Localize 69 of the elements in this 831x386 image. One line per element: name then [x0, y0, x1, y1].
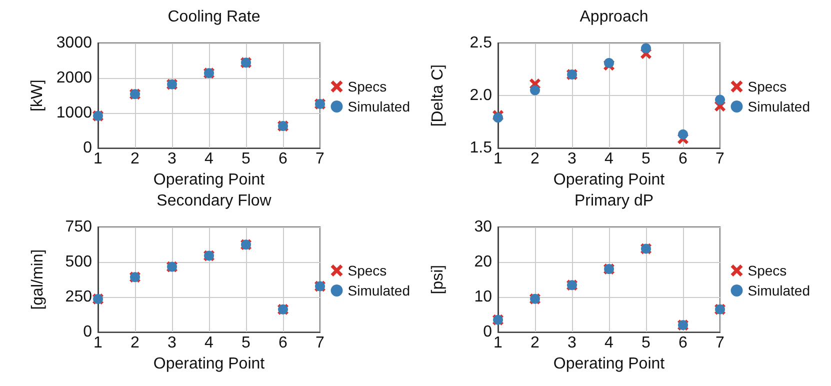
- legend-label: Specs: [748, 78, 787, 94]
- chart-title: Secondary Flow: [156, 192, 272, 210]
- y-tick-label: 750: [65, 218, 92, 236]
- y-tick-label: 0: [83, 324, 92, 341]
- x-tick-label: 3: [568, 334, 577, 352]
- x-tick-label: 4: [604, 150, 614, 168]
- chart-title: Primary dP: [574, 192, 654, 210]
- x-tick-label: 5: [642, 334, 651, 352]
- x-axis-title: Operating Point: [553, 356, 666, 372]
- point: [715, 94, 725, 105]
- x-tick-label: 5: [642, 150, 651, 168]
- point: [493, 112, 503, 123]
- x-tick-label: 4: [204, 334, 214, 352]
- x-tick-label: 2: [530, 334, 540, 352]
- x-tick-label: 6: [278, 150, 288, 168]
- legend-label: Simulated: [748, 98, 810, 114]
- x-tick-label: 1: [494, 334, 503, 352]
- y-axis-title: [kW]: [29, 80, 46, 112]
- legend-label: Specs: [348, 78, 387, 94]
- x-tick-label: 2: [130, 334, 140, 352]
- y-tick-label: 2.5: [470, 34, 492, 52]
- x-tick-label: 2: [130, 150, 140, 168]
- x-tick-label: 7: [316, 334, 325, 352]
- legend-label: Specs: [748, 262, 787, 278]
- chart-title: Approach: [580, 8, 648, 26]
- x-axis-title: Operating Point: [553, 172, 666, 188]
- y-tick-label: 30: [474, 218, 492, 236]
- point: [604, 58, 614, 68]
- x-tick-label: 4: [604, 334, 614, 352]
- x-tick-label: 1: [494, 150, 503, 168]
- y-tick-label: 1000: [56, 104, 92, 122]
- legend-label: Simulated: [748, 282, 810, 298]
- x-tick-label: 6: [678, 150, 688, 168]
- y-tick-label: 0: [83, 140, 92, 157]
- y-tick-label: 1.5: [470, 140, 492, 157]
- legend-label: Specs: [348, 262, 387, 278]
- y-tick-label: 20: [474, 254, 492, 271]
- y-tick-label: 0: [483, 324, 492, 341]
- x-tick-label: 5: [242, 334, 251, 352]
- y-tick-label: 2000: [56, 70, 92, 87]
- x-axis-title: Operating Point: [153, 356, 266, 372]
- x-tick-label: 3: [168, 334, 177, 352]
- y-axis-title: [gal/min]: [30, 249, 46, 310]
- point: [641, 43, 651, 54]
- x-tick-label: 5: [242, 150, 251, 168]
- y-axis-title: [psi]: [430, 264, 446, 294]
- x-tick-label: 7: [316, 150, 325, 168]
- x-tick-label: 3: [568, 150, 577, 168]
- x-axis-title: Operating Point: [153, 172, 266, 188]
- point: [530, 85, 540, 96]
- y-axis-title: [Delta C]: [430, 64, 446, 127]
- point: [678, 129, 688, 140]
- chart-title: Cooling Rate: [168, 8, 260, 26]
- y-tick-label: 10: [474, 288, 492, 306]
- y-tick-label: 500: [65, 254, 92, 271]
- x-tick-label: 6: [678, 334, 688, 352]
- x-tick-label: 1: [94, 150, 103, 168]
- x-tick-label: 7: [716, 150, 725, 168]
- y-tick-label: 3000: [56, 34, 92, 52]
- legend-label: Simulated: [348, 98, 410, 114]
- x-tick-label: 1: [94, 334, 103, 352]
- y-tick-label: 250: [65, 288, 92, 306]
- x-tick-label: 3: [168, 150, 177, 168]
- x-tick-label: 6: [278, 334, 288, 352]
- x-tick-label: 4: [204, 150, 214, 168]
- legend-label: Simulated: [348, 282, 410, 298]
- y-tick-label: 2.0: [470, 87, 492, 104]
- x-tick-label: 2: [530, 150, 540, 168]
- x-tick-label: 7: [716, 334, 725, 352]
